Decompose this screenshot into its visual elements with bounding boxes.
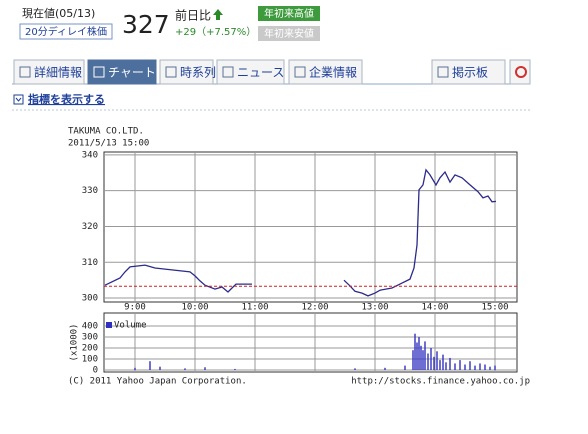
volume-bar xyxy=(494,365,496,371)
tab-icon xyxy=(165,66,177,78)
y-tick-label: 200 xyxy=(82,344,98,354)
volume-bar xyxy=(424,341,426,371)
y-axis-label: (x1000) xyxy=(70,324,80,362)
copyright: (C) 2011 Yahoo Japan Corporation. xyxy=(68,377,247,387)
x-tick-label: 11:00 xyxy=(241,303,268,313)
toggle-box xyxy=(13,94,24,105)
tab-icon xyxy=(222,66,234,78)
tab-label[interactable]: 時系列 xyxy=(180,66,216,80)
x-tick-label: 9:00 xyxy=(124,303,146,313)
y-tick-label: 400 xyxy=(82,321,98,331)
up-arrow xyxy=(213,9,223,20)
volume-bar xyxy=(234,368,236,371)
source-url[interactable]: http://stocks.finance.yahoo.co.jp xyxy=(351,377,530,387)
badge-frame xyxy=(19,23,113,40)
y-tick-label: 100 xyxy=(82,355,98,365)
change-label: 前日比 xyxy=(175,8,211,23)
tab[interactable] xyxy=(13,59,85,85)
volume-bar xyxy=(414,333,416,371)
price-line xyxy=(104,168,497,297)
volume-bar xyxy=(454,363,456,371)
tab-icon xyxy=(19,66,31,78)
volume-bar xyxy=(418,336,420,371)
volume-bar xyxy=(484,364,486,371)
volume-bar xyxy=(449,357,451,371)
high-badge-bg xyxy=(258,6,320,21)
tab[interactable] xyxy=(216,59,285,85)
x-tick-label: 12:00 xyxy=(301,303,328,313)
volume-bar xyxy=(354,368,356,371)
volume-bar xyxy=(445,362,447,371)
low-badge: 年初来安値 xyxy=(264,27,314,40)
volume-bar xyxy=(433,356,435,371)
tab[interactable] xyxy=(159,59,214,85)
delay-badge: 20分ディレイ株価 xyxy=(25,25,107,38)
volume-bar xyxy=(436,351,438,371)
volume-bar xyxy=(184,368,186,371)
volume-bar xyxy=(412,350,414,371)
volume-bar xyxy=(479,363,481,371)
tab[interactable] xyxy=(87,59,157,85)
volume-bar xyxy=(442,354,444,371)
tab-extra[interactable] xyxy=(509,59,531,85)
volume-bar xyxy=(469,361,471,371)
tab[interactable] xyxy=(288,59,363,85)
volume-bar xyxy=(439,360,441,371)
y-tick-label: 0 xyxy=(93,366,98,376)
legend-swatch xyxy=(106,322,112,328)
volume-bar xyxy=(204,367,206,371)
volume-bar xyxy=(149,361,151,371)
volume-bar xyxy=(416,342,418,371)
volume-bar xyxy=(422,350,424,371)
y-tick-label: 330 xyxy=(82,186,98,196)
y-tick-label: 310 xyxy=(82,258,98,268)
volume-bar xyxy=(427,353,429,371)
y-tick-label: 300 xyxy=(82,332,98,342)
volume-bar xyxy=(430,348,432,371)
tab-label[interactable]: チャート xyxy=(108,66,156,80)
tab-label[interactable]: 掲示板 xyxy=(452,65,488,80)
volume-bar xyxy=(459,360,461,371)
volume-bar xyxy=(134,367,136,371)
y-tick-label: 300 xyxy=(82,294,98,304)
y-tick-label: 340 xyxy=(82,150,98,160)
tab-icon xyxy=(294,66,306,78)
x-tick-label: 13:00 xyxy=(361,303,388,313)
volume-bar xyxy=(464,364,466,371)
legend-label: Volume xyxy=(114,321,147,331)
tab-label[interactable]: 企業情報 xyxy=(309,65,357,80)
x-tick-label: 15:00 xyxy=(481,303,508,313)
volume-bar xyxy=(474,365,476,371)
chart-subtitle: 2011/5/13 15:00 xyxy=(68,139,149,149)
plot-area xyxy=(103,312,518,373)
price-label: 現在値(05/13) xyxy=(22,7,95,20)
tab[interactable] xyxy=(431,59,506,85)
indicator-toggle[interactable]: 指標を表示する xyxy=(28,92,105,106)
change: +29（+7.57%） xyxy=(175,26,256,38)
high-badge: 年初来高値 xyxy=(264,7,314,20)
volume-bar xyxy=(404,365,406,371)
y-tick-label: 320 xyxy=(82,222,98,232)
toggle-chevron xyxy=(15,97,22,102)
x-tick-label: 14:00 xyxy=(421,303,448,313)
low-badge-bg xyxy=(258,26,320,41)
volume-bar xyxy=(489,366,491,371)
volume-bar xyxy=(420,345,422,371)
tab-icon xyxy=(437,66,449,78)
tab-extra-icon xyxy=(515,66,527,78)
x-tick-label: 10:00 xyxy=(181,303,208,313)
tab-label[interactable]: ニュース xyxy=(237,66,284,80)
volume-bar xyxy=(384,367,386,371)
plot-area xyxy=(103,151,518,303)
volume-bar xyxy=(159,366,161,371)
chart-title: TAKUMA CO.LTD. xyxy=(68,127,144,137)
tab-label[interactable]: 詳細情報 xyxy=(34,65,82,80)
price: 327 xyxy=(122,10,170,39)
tab-icon xyxy=(93,66,105,78)
